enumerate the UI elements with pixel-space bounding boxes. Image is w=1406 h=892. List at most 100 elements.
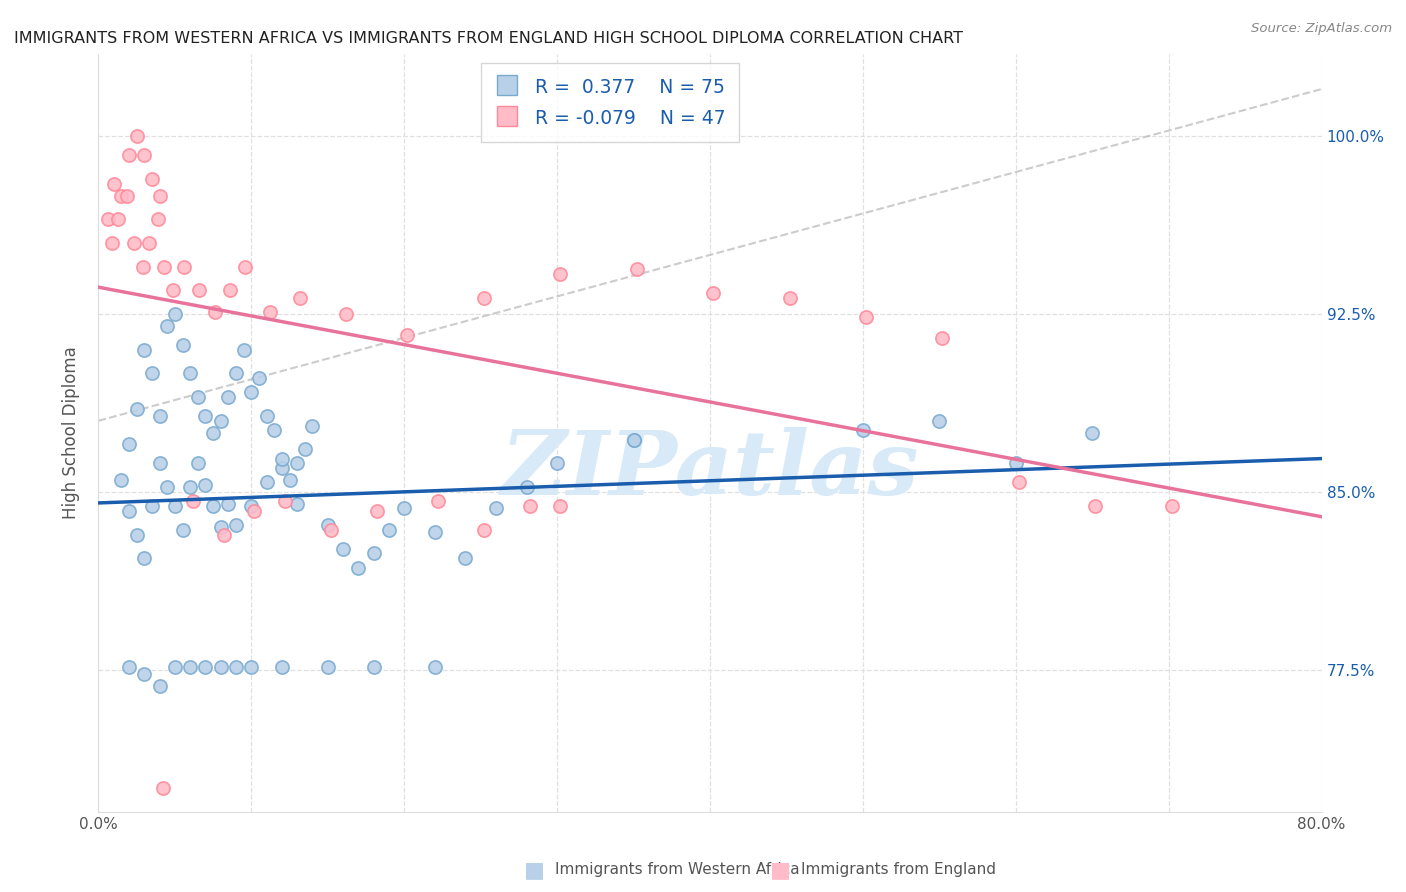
Text: ■: ■ (770, 860, 790, 880)
Legend: R =  0.377    N = 75, R = -0.079    N = 47: R = 0.377 N = 75, R = -0.079 N = 47 (481, 63, 740, 142)
Point (378, 523, 401, 537)
Point (103, 177, 125, 191)
Text: Immigrants from England: Immigrants from England (801, 863, 997, 877)
Point (187, 390, 209, 404)
Point (204, 305, 226, 319)
Point (118, 437, 141, 451)
Point (209, 660, 232, 674)
Point (294, 442, 316, 457)
Point (319, 523, 342, 537)
Point (118, 660, 141, 674)
Point (217, 497, 239, 511)
Point (548, 499, 571, 513)
Point (146, 212, 169, 227)
Point (243, 504, 266, 518)
Point (548, 267, 571, 281)
Point (181, 494, 204, 508)
Point (149, 188, 172, 202)
Text: ZIPatlas: ZIPatlas (502, 427, 918, 514)
Point (247, 371, 270, 385)
Text: ■: ■ (524, 860, 544, 880)
Point (172, 338, 194, 352)
Text: Source: ZipAtlas.com: Source: ZipAtlas.com (1251, 22, 1392, 36)
Point (240, 385, 263, 400)
Point (163, 499, 186, 513)
Point (274, 494, 297, 508)
Point (209, 520, 232, 534)
Point (270, 451, 292, 466)
Point (516, 480, 538, 494)
Point (122, 236, 145, 251)
Point (118, 148, 141, 162)
Point (219, 284, 242, 298)
Point (162, 284, 184, 298)
Point (454, 551, 477, 566)
Point (335, 307, 357, 321)
Point (332, 541, 354, 556)
Point (278, 473, 301, 487)
Point (209, 414, 232, 428)
Point (485, 501, 508, 516)
Point (623, 433, 645, 447)
Point (256, 409, 278, 423)
Point (141, 499, 163, 513)
Point (423, 660, 446, 674)
Point (97, 212, 120, 227)
Point (263, 423, 285, 437)
Point (852, 423, 875, 437)
Point (225, 367, 247, 381)
Point (626, 262, 648, 277)
Point (1084, 499, 1107, 513)
Point (240, 499, 263, 513)
Point (149, 409, 172, 423)
Text: Immigrants from Western Africa: Immigrants from Western Africa (555, 863, 800, 877)
Point (270, 660, 292, 674)
Point (426, 494, 449, 508)
Point (163, 660, 186, 674)
Point (194, 660, 217, 674)
Point (194, 477, 217, 491)
Point (256, 475, 278, 490)
Point (270, 461, 292, 475)
Point (232, 343, 254, 357)
Point (153, 260, 176, 274)
Point (423, 525, 446, 540)
Point (179, 480, 201, 494)
Point (217, 390, 239, 404)
Point (118, 504, 141, 518)
Point (212, 527, 235, 541)
Point (316, 660, 339, 674)
Point (347, 560, 370, 574)
Point (259, 305, 281, 319)
Point (931, 331, 953, 345)
Point (125, 527, 148, 541)
Point (285, 497, 308, 511)
Point (187, 457, 209, 471)
Point (472, 291, 495, 305)
Point (855, 310, 877, 324)
Point (132, 260, 155, 274)
Point (134, 551, 156, 566)
Point (285, 457, 308, 471)
Point (141, 172, 163, 186)
Point (1004, 457, 1026, 471)
Point (173, 260, 195, 274)
Point (202, 499, 225, 513)
Point (134, 343, 156, 357)
Point (392, 501, 416, 516)
Point (156, 480, 179, 494)
Point (363, 546, 385, 560)
Point (290, 291, 312, 305)
Point (101, 236, 124, 251)
Point (928, 414, 950, 428)
Point (301, 418, 323, 433)
Point (396, 328, 419, 343)
Point (316, 518, 339, 533)
Point (519, 499, 541, 513)
Point (134, 148, 156, 162)
Point (188, 284, 211, 298)
Point (779, 291, 801, 305)
Y-axis label: High School Diploma: High School Diploma (62, 346, 80, 519)
Point (179, 660, 201, 674)
Point (110, 188, 132, 202)
